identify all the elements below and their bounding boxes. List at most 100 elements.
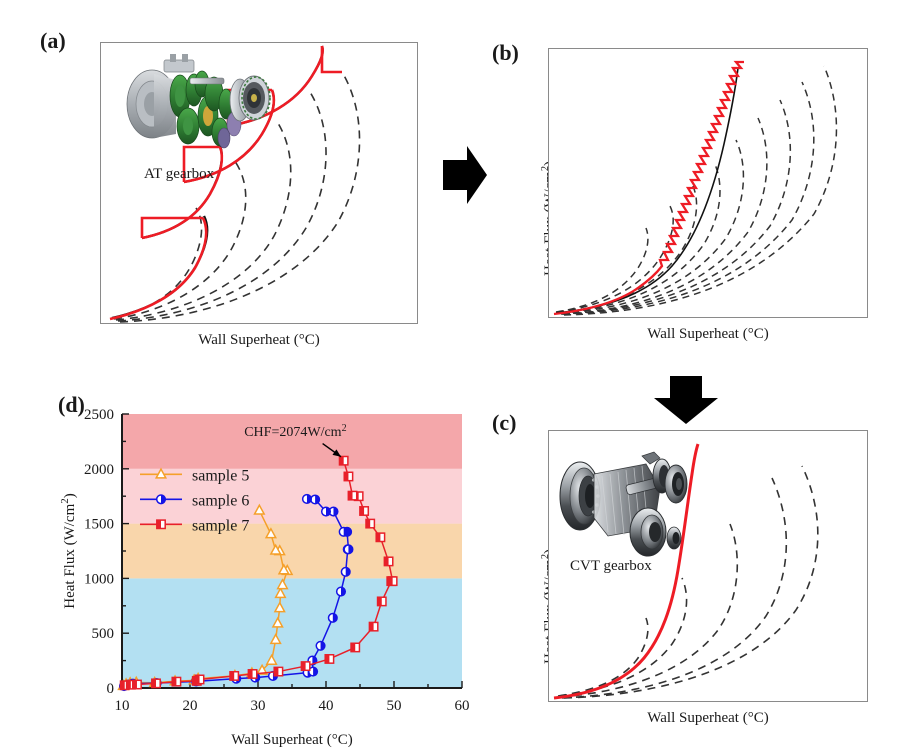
data-point-marker — [194, 674, 205, 685]
data-point-marker — [359, 506, 370, 516]
chart-legend: sample 5 sample 6 sample 7 — [140, 467, 249, 534]
panel-a-x-label-text: Wall Superheat (°C) — [198, 332, 320, 348]
data-point-marker — [265, 653, 278, 665]
chf-annotation: CHF=2074W/cm2 — [244, 422, 347, 458]
dashed-curve-1 — [113, 159, 247, 320]
data-point-marker — [155, 494, 167, 505]
red-rise-1 — [141, 146, 224, 240]
panel-b-x-label: Wall Superheat (°C) — [548, 326, 868, 343]
red-jump-1 — [182, 145, 220, 182]
y-tick-label: 0 — [107, 681, 115, 697]
data-point-marker — [343, 471, 354, 482]
data-point-marker — [264, 527, 277, 539]
red-jump-3 — [320, 46, 342, 74]
data-point-marker — [273, 601, 286, 613]
dashed-b-1 — [556, 205, 674, 313]
data-point-marker — [154, 467, 168, 479]
data-point-marker — [365, 518, 376, 529]
dashed-c-0 — [557, 617, 649, 697]
data-point-marker — [274, 586, 287, 599]
panel-a-x-label: Wall Superheat (°C) — [100, 332, 418, 349]
panel-b-plot-frame — [548, 48, 868, 318]
legend-label: sample 7 — [192, 517, 249, 534]
panel-d-x-label: Wall Superheat (°C) — [231, 732, 352, 748]
x-tick-label: 10 — [115, 698, 130, 714]
data-point-marker — [383, 556, 394, 567]
red-sawtooth-b — [553, 60, 744, 316]
panel-b: (b) Heat Flux (W/cm2) Wall Superheat (°C… — [492, 36, 892, 376]
data-point-marker — [271, 616, 284, 628]
band-red — [122, 414, 462, 469]
legend-item-sample-7[interactable]: sample 7 — [140, 517, 249, 534]
x-tick-label: 20 — [183, 698, 198, 714]
dashed-curve-0 — [113, 207, 203, 319]
dashed-b-0 — [555, 227, 649, 313]
legend-item-sample-6[interactable]: sample 6 — [140, 492, 249, 509]
data-point-marker — [327, 612, 338, 623]
panel-b-tag: (b) — [492, 40, 519, 65]
x-tick-label: 40 — [319, 698, 334, 714]
panel-d-tag: (d) — [58, 392, 85, 417]
y-tick-label: 2000 — [84, 462, 114, 478]
dashed-c-4 — [563, 465, 819, 699]
data-point-marker — [269, 543, 282, 555]
data-point-marker — [338, 455, 349, 466]
y-tick-label: 2500 — [84, 407, 114, 423]
data-point-marker — [247, 669, 258, 679]
x-tick-label: 60 — [455, 698, 470, 714]
data-point-marker — [335, 586, 347, 597]
data-point-marker — [151, 678, 161, 689]
at-gearbox-image — [126, 54, 271, 149]
panel-d: (d) 10 20 30 40 50 60 0 500 1000 1500 2000 2500 Wall… — [50, 392, 480, 752]
band-blue — [122, 578, 462, 688]
arrow-right-icon — [443, 146, 487, 204]
data-point-marker — [273, 666, 284, 677]
data-point-marker — [343, 544, 354, 555]
data-point-marker — [350, 642, 361, 653]
data-point-marker — [269, 633, 282, 645]
dashed-b-4 — [559, 139, 745, 314]
data-point-marker — [171, 676, 182, 687]
panel-c: (c) Heat Flux (W/cm2) — [492, 406, 892, 746]
data-point-marker — [276, 578, 289, 590]
data-point-marker — [347, 490, 358, 501]
y-tick-label: 1000 — [84, 571, 114, 587]
black-seg-0 — [111, 215, 209, 320]
arrow-a-to-b — [441, 140, 489, 210]
chf-annotation-text: CHF=2074W/cm2 — [244, 422, 346, 440]
data-point-marker — [253, 503, 266, 515]
legend-item-sample-5[interactable]: sample 5 — [140, 467, 249, 484]
dashed-curve-2 — [115, 119, 292, 321]
dashed-b-6 — [561, 99, 792, 315]
data-point-marker — [229, 670, 240, 681]
data-point-marker — [132, 679, 142, 690]
data-point-marker — [300, 661, 311, 672]
dashed-c-1 — [558, 577, 688, 697]
data-point-marker — [387, 576, 398, 587]
red-rise-0 — [109, 217, 208, 321]
axis-lines — [121, 414, 462, 689]
data-point-marker — [338, 526, 349, 537]
panel-c-x-label-text: Wall Superheat (°C) — [647, 710, 769, 726]
chf-arrow-head — [332, 449, 341, 457]
panel-c-tag: (c) — [492, 410, 517, 435]
panel-c-curves — [553, 443, 819, 700]
dashed-b-5 — [560, 117, 768, 315]
legend-label: sample 6 — [192, 492, 249, 509]
cvt-gearbox-label: CVT gearbox — [570, 558, 652, 574]
data-point-marker — [324, 654, 335, 664]
x-tick-label: 30 — [251, 698, 266, 714]
x-tick-label: 50 — [387, 698, 402, 714]
data-point-marker — [375, 532, 386, 543]
dashed-b-3 — [558, 161, 721, 314]
data-point-marker — [328, 506, 339, 517]
data-point-marker — [315, 640, 326, 651]
data-point-marker — [256, 663, 269, 675]
arrow-down-icon — [654, 376, 718, 424]
series-sample-7 — [119, 455, 398, 691]
at-gearbox-label: AT gearbox — [144, 166, 215, 182]
panel-b-curves — [553, 60, 838, 316]
dashed-c-3 — [561, 477, 788, 699]
dashed-curve-3 — [117, 91, 327, 322]
data-point-marker — [301, 493, 313, 504]
